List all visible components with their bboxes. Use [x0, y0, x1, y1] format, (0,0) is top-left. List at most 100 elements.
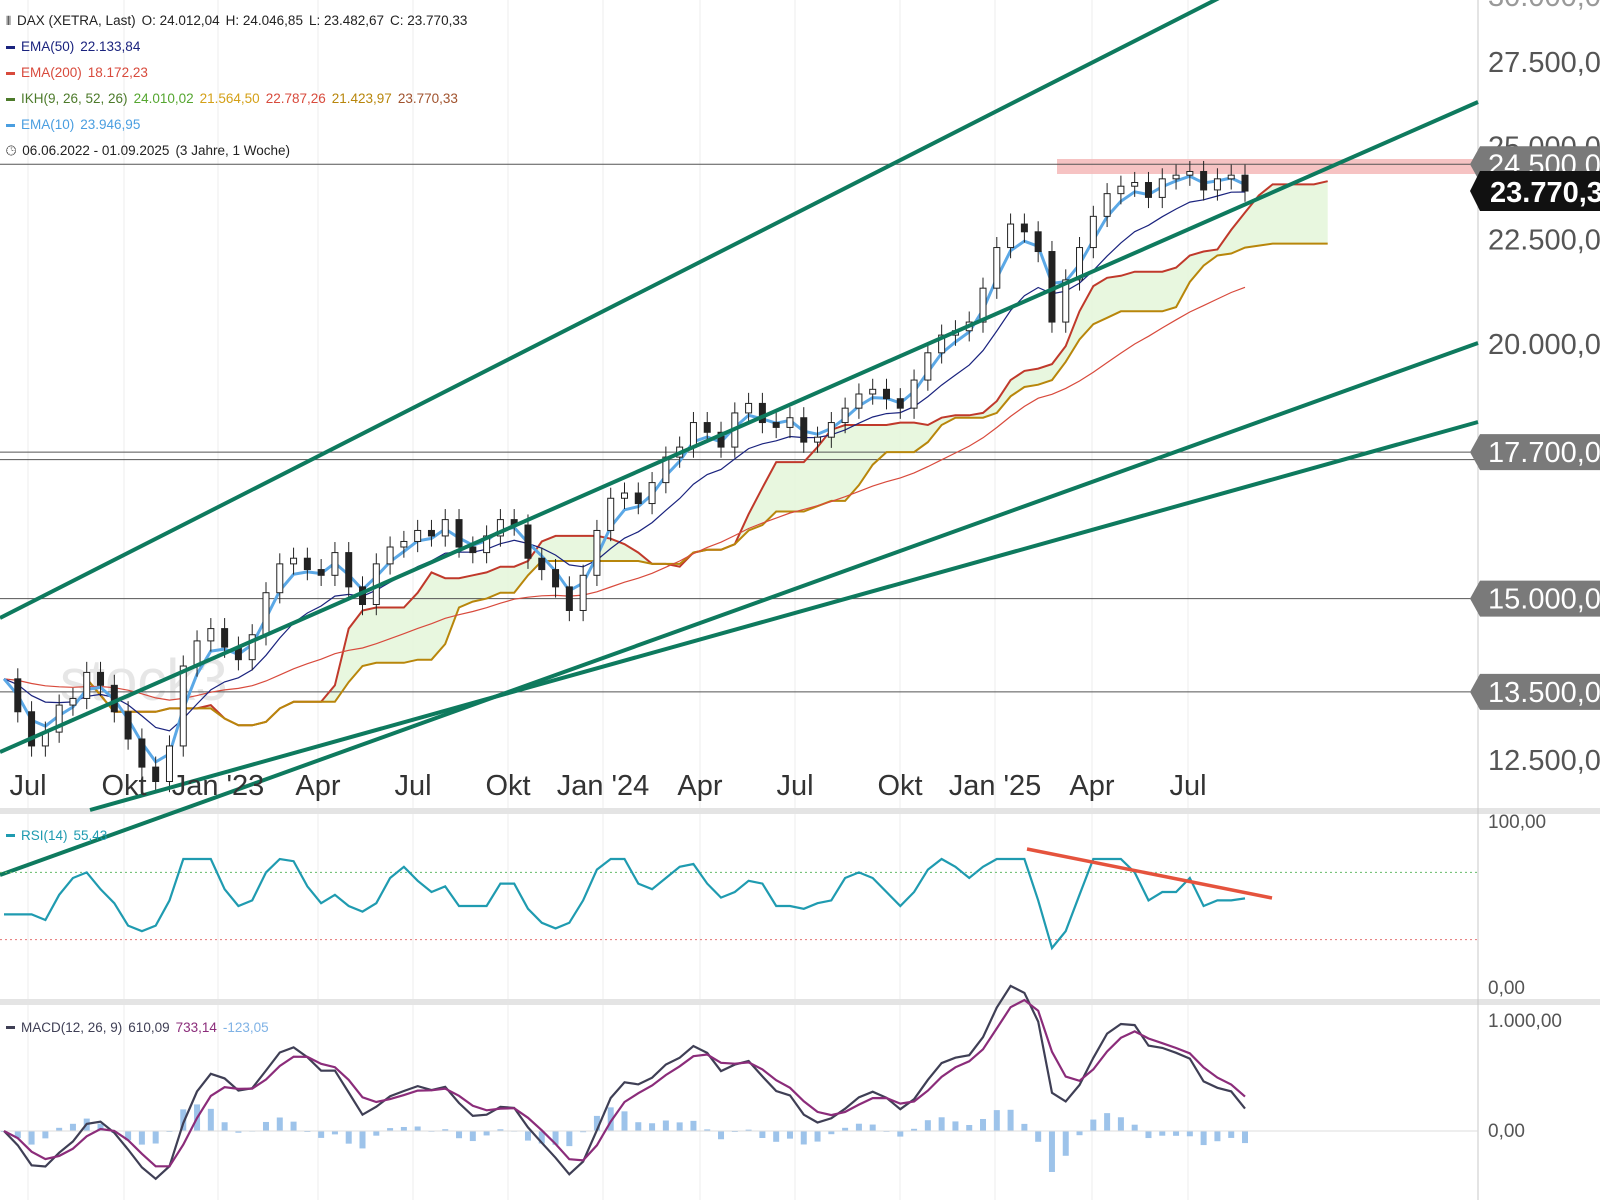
price-axis: 27.500,00 22.500,00 20.000,00 12.500,00 30.0…	[1470, 0, 1600, 777]
cloud-area	[86, 181, 1328, 726]
candle-body	[524, 524, 532, 559]
rsi-divergence-line	[1026, 847, 1273, 900]
low-value: L: 23.482,67	[308, 13, 385, 28]
candle-body	[1200, 171, 1208, 191]
macd-hist-bar	[1035, 1131, 1042, 1142]
candle-body	[207, 628, 215, 642]
ikh-value-spana: 22.787,26	[265, 91, 326, 106]
price-label-partial: 30.000,00	[1488, 0, 1600, 13]
macd-hist-bar	[938, 1117, 945, 1131]
ema50-line	[3, 191, 1246, 732]
candle-body	[1089, 215, 1097, 249]
x-tick-label: Okt	[101, 770, 146, 802]
main-legend: ⫴ DAX (XETRA, Last) O: 24.012,04 H: 24.0…	[6, 8, 467, 164]
macd-hist-bar	[662, 1120, 669, 1131]
candle-body	[1241, 174, 1249, 192]
candle-body	[910, 379, 918, 409]
macd-label: MACD(12, 26, 9)	[21, 1020, 123, 1035]
price-tag-label: 17.700,00	[1488, 437, 1600, 469]
candle-body	[869, 388, 877, 395]
macd-hist-bar	[1242, 1131, 1248, 1144]
macd-hist-bar	[1228, 1131, 1235, 1138]
ema10-swatch	[6, 123, 15, 127]
macd-hist-bar	[1145, 1131, 1152, 1139]
rsi-legend[interactable]: RSI(14) 55,43	[6, 828, 107, 843]
ikh-value-spanb: 21.423,97	[331, 91, 392, 106]
macd-hist-bar	[14, 1131, 21, 1139]
macd-hist-bar	[855, 1123, 862, 1131]
macd-hist-bar	[786, 1131, 793, 1139]
candle-body	[55, 704, 63, 733]
candle-body	[786, 417, 794, 428]
rsi-axis-label: 0,00	[1488, 978, 1525, 999]
macd-hist-bar	[221, 1122, 228, 1131]
macd-hist-bar	[483, 1131, 490, 1136]
candle-body	[276, 563, 284, 594]
price-label: 22.500,00	[1488, 225, 1600, 257]
macd-hist-bar	[911, 1128, 918, 1131]
trend-channel-line[interactable]	[89, 420, 1479, 812]
macd-line	[3, 984, 1246, 1181]
legend-title-row: ⫴ DAX (XETRA, Last) O: 24.012,04 H: 24.0…	[6, 8, 467, 34]
candle-body	[28, 711, 36, 747]
macd-hist-bar	[1076, 1131, 1083, 1136]
macd-hist-bar	[497, 1129, 504, 1131]
macd-hist-bar	[580, 1131, 587, 1133]
macd-hist-bar	[869, 1124, 876, 1131]
trend-channel-line[interactable]	[0, 100, 1479, 754]
macd-hist-bar	[345, 1131, 352, 1144]
trend-channel-line[interactable]	[0, 341, 1479, 877]
macd-hist-bar	[125, 1131, 132, 1141]
macd-hist-bar	[897, 1131, 904, 1137]
candle-body	[1020, 223, 1028, 233]
candle-body	[593, 529, 601, 576]
price-tag	[1470, 580, 1600, 617]
macd-hist-bar	[552, 1131, 559, 1145]
candle-body	[165, 745, 173, 783]
x-axis: Jul Okt Jan '23 Apr Jul Okt Jan '24 Apr Jul Okt Ja…	[9, 770, 1206, 802]
macd-hist-bar	[759, 1131, 766, 1139]
ichimoku-cloud	[86, 181, 1328, 726]
trend-channel-line[interactable]	[0, 0, 1225, 620]
candle-body	[303, 557, 311, 571]
x-tick-label: Apr	[677, 770, 722, 802]
rsi-value: 55,43	[73, 828, 108, 843]
candle-body	[469, 546, 477, 554]
candle-body	[345, 552, 353, 588]
candle-body	[97, 671, 105, 686]
ema50-label: EMA(50)	[21, 39, 75, 54]
candle-body	[1034, 231, 1042, 253]
macd-hist-bar	[704, 1129, 711, 1131]
candle-body	[814, 436, 822, 443]
candle-body	[1076, 247, 1084, 281]
macd-hist-bar	[814, 1131, 821, 1142]
legend-ema10[interactable]: EMA(10) 23.946,95	[6, 112, 467, 138]
price-label: 27.500,00	[1488, 47, 1600, 79]
legend-ikh[interactable]: IKH(9, 26, 52, 26) 24.010,02 21.564,50 2…	[6, 86, 467, 112]
macd-hist-bar	[152, 1131, 159, 1144]
legend-ema50[interactable]: EMA(50) 22.133,84	[6, 34, 467, 60]
ikh-value-kijun: 21.564,50	[199, 91, 260, 106]
price-label: 20.000,00	[1488, 329, 1600, 361]
current-price-tag	[1470, 171, 1600, 212]
macd-axis-label: 1.000,00	[1488, 1011, 1562, 1032]
macd-hist-bar	[1200, 1131, 1207, 1146]
candle-body	[1213, 178, 1221, 191]
candle-body	[414, 529, 422, 542]
trend-channel[interactable]	[0, 0, 1479, 877]
macd-hist-bar	[28, 1131, 35, 1145]
macd-hist-bar	[331, 1131, 338, 1135]
chart-type-icon[interactable]: ⫴	[6, 14, 12, 28]
macd-hist-bar	[290, 1121, 297, 1131]
macd-axis-label: 0,00	[1488, 1121, 1525, 1142]
candle-body	[1144, 182, 1152, 198]
macd-hist-bar	[207, 1108, 214, 1131]
candle-body	[621, 492, 628, 499]
legend-ema200[interactable]: EMA(200) 18.172,23	[6, 60, 467, 86]
x-tick-label: Jul	[1169, 770, 1206, 802]
candle-body	[689, 422, 697, 448]
macd-hist-value: -123,05	[222, 1020, 269, 1035]
macd-hist-bar	[1186, 1131, 1193, 1137]
macd-legend[interactable]: MACD(12, 26, 9) 610,09 733,14 -123,05	[6, 1020, 269, 1035]
